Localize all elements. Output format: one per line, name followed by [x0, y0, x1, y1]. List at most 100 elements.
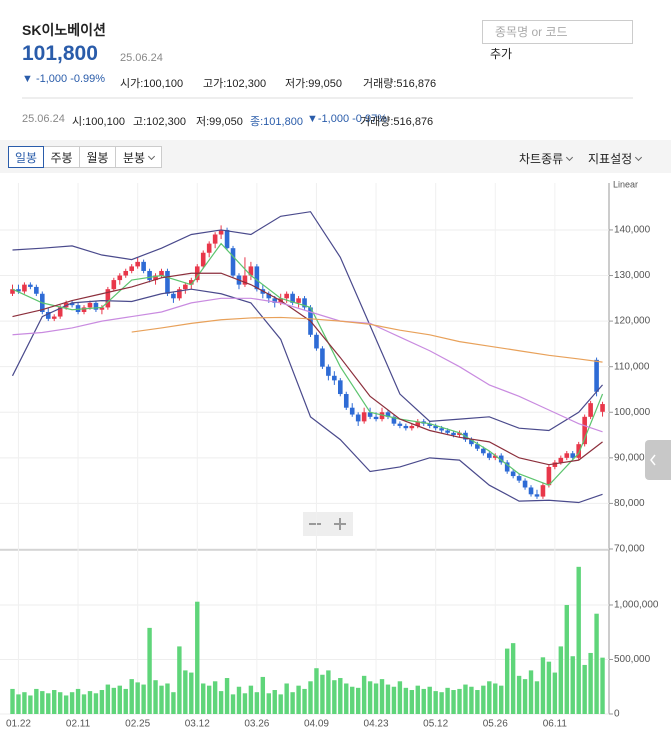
volume-bar — [361, 675, 367, 714]
y-tick-label: 120,000 — [614, 316, 651, 327]
volume-bar — [516, 675, 522, 714]
candle-body — [516, 476, 522, 481]
volume-bar — [385, 684, 391, 714]
volume-bar — [373, 683, 379, 714]
volume-bar — [302, 688, 307, 714]
candle-body — [218, 229, 224, 235]
menu[interactable]: 지표설정 — [588, 150, 641, 167]
volume-bar — [552, 672, 558, 714]
volume-bar — [469, 686, 474, 714]
y-tick-label: 0 — [614, 709, 620, 720]
indicator-line — [12, 211, 603, 432]
candle-body — [141, 261, 146, 271]
side-tab[interactable] — [645, 440, 671, 480]
volume-bar — [165, 683, 170, 714]
volume-bar — [367, 681, 373, 714]
candle-body — [510, 471, 516, 477]
candle-body — [189, 280, 194, 285]
search-input[interactable]: 종목명 or 코드 — [482, 20, 633, 44]
volume-bar — [111, 687, 117, 714]
volume-bar — [153, 680, 158, 714]
candle-body — [355, 414, 361, 422]
volume-bar — [576, 566, 581, 714]
volume-bar — [528, 670, 534, 714]
indicator-line — [12, 297, 603, 433]
x-tick-label: 04.23 — [364, 719, 389, 730]
volume-bar — [135, 682, 140, 714]
candle-body — [487, 453, 492, 458]
indicator-line — [11, 288, 603, 504]
volume-bar — [415, 685, 420, 714]
volume-bar — [99, 690, 105, 714]
stat: 저가:99,050 — [285, 78, 342, 90]
volume-bar — [350, 686, 355, 714]
volume-bar — [278, 694, 283, 714]
volume-bar — [296, 685, 301, 714]
volume-bar — [493, 683, 498, 714]
volume-bar — [600, 657, 605, 714]
x-tick-label: 05.12 — [423, 719, 448, 730]
candle-body — [28, 284, 33, 287]
volume-bar — [421, 688, 426, 714]
candle-body — [403, 425, 409, 429]
volume-bar — [290, 692, 295, 714]
candle-body — [206, 243, 212, 253]
period-label: 분봉 — [122, 151, 146, 165]
volume-bar — [564, 604, 569, 714]
candle-body — [498, 455, 504, 463]
candle-body — [457, 432, 462, 436]
candle-body — [93, 302, 99, 310]
y-tick-label: 1,000,000 — [614, 600, 659, 611]
volume-bar — [87, 691, 93, 714]
menu-label: 차트종류 — [519, 152, 564, 166]
candle-body — [433, 425, 438, 429]
candle-body — [522, 480, 528, 488]
candle-body — [475, 444, 480, 449]
candle-body — [212, 234, 218, 244]
volume-bar — [212, 681, 218, 714]
volume-bar — [69, 692, 75, 714]
volume-bar — [451, 690, 456, 714]
volume-bar — [22, 692, 27, 714]
volume-bar — [218, 691, 224, 714]
add-button[interactable]: 추가 — [490, 47, 513, 61]
indicator-line — [12, 242, 604, 486]
period-button[interactable]: 월봉 — [79, 146, 116, 168]
volume-bar — [558, 646, 564, 714]
candle-body — [397, 423, 403, 426]
candle-body — [242, 275, 248, 285]
menu[interactable]: 차트종류 — [519, 150, 572, 167]
y-tick-label: 500,000 — [614, 654, 651, 665]
candle-body — [302, 298, 307, 308]
candle-body — [576, 444, 581, 458]
volume-bar — [475, 690, 480, 714]
detail-date: 25.06.24 — [22, 113, 65, 125]
volume-bar — [171, 692, 176, 714]
candle-body — [51, 316, 57, 319]
detail-volume: 거래량:516,876 — [360, 116, 434, 128]
candle-body — [373, 416, 379, 420]
volume-bar — [206, 685, 212, 714]
menu-label: 지표설정 — [588, 152, 633, 166]
volume-bar — [326, 670, 331, 714]
candle-body — [481, 448, 486, 454]
volume-bar — [40, 691, 45, 714]
volume-bar — [499, 685, 504, 714]
volume-bar — [159, 685, 164, 714]
candle-body — [582, 416, 587, 445]
x-tick-label: 03.26 — [244, 719, 269, 730]
volume-bar — [93, 693, 99, 714]
chevron — [145, 151, 154, 165]
period-button[interactable]: 일봉 — [8, 146, 44, 168]
candle-body — [504, 462, 510, 472]
period-button[interactable]: 주봉 — [43, 146, 80, 168]
volume-bar — [338, 678, 343, 714]
period-button[interactable]: 분봉 — [115, 146, 162, 168]
y-tick-label: 80,000 — [614, 498, 645, 509]
y-tick-label: 90,000 — [614, 452, 645, 463]
candle-body — [147, 270, 152, 281]
volume-bar — [320, 674, 325, 714]
candle-body — [600, 404, 605, 412]
candle-body — [385, 412, 391, 417]
x-tick-label: 03.12 — [185, 719, 210, 730]
